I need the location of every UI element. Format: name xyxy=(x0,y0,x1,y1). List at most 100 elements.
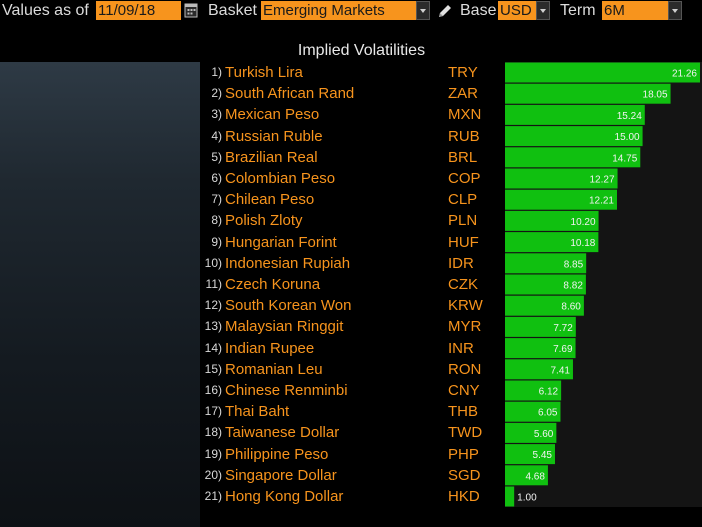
bar[interactable] xyxy=(505,147,641,168)
currency-code: HUF xyxy=(448,233,479,251)
table-row[interactable]: 18) Taiwanese Dollar TWD xyxy=(200,422,702,443)
bar[interactable] xyxy=(505,62,700,83)
currency-code: IDR xyxy=(448,254,474,272)
bar-value-label: 15.24 xyxy=(617,111,642,122)
table-row[interactable]: 20) Singapore Dollar SGD xyxy=(200,465,702,486)
currency-name: Hungarian Forint xyxy=(225,233,337,251)
table-row[interactable]: 7) Chilean Peso CLP xyxy=(200,189,702,210)
bar[interactable] xyxy=(505,401,561,422)
rank-label: 13) xyxy=(204,319,222,334)
table-row[interactable]: 13) Malaysian Ringgit MYR xyxy=(200,316,702,337)
bar[interactable] xyxy=(505,253,587,274)
table-row[interactable]: 6) Colombian Peso COP xyxy=(200,168,702,189)
table-row[interactable]: 1) Turkish Lira TRY xyxy=(200,62,702,83)
table-row[interactable]: 5) Brazilian Real BRL xyxy=(200,147,702,168)
table-row[interactable]: 11) Czech Koruna CZK xyxy=(200,274,702,295)
rank-label: 10) xyxy=(204,255,222,270)
base-select[interactable]: USD xyxy=(498,1,536,20)
currency-name: Turkish Lira xyxy=(225,64,303,81)
rank-label: 9) xyxy=(211,234,222,249)
bar[interactable] xyxy=(505,359,573,380)
currency-code: CNY xyxy=(448,382,480,399)
currency-code: TRY xyxy=(448,64,478,81)
bar[interactable] xyxy=(505,316,576,337)
bar[interactable] xyxy=(505,232,599,253)
currency-name: Chinese Renminbi xyxy=(225,382,348,399)
bar[interactable] xyxy=(505,422,557,443)
rank-label: 15) xyxy=(204,361,222,376)
chart-title: Implied Volatilities xyxy=(297,42,426,59)
currency-code: BRL xyxy=(448,148,478,166)
currency-code: TWD xyxy=(448,424,483,442)
table-row[interactable]: 10) Indonesian Rupiah IDR xyxy=(200,253,702,274)
bar-value-label: 5.45 xyxy=(533,450,553,461)
currency-name: Singapore Dollar xyxy=(225,466,337,484)
currency-code: ZAR xyxy=(448,85,478,103)
basket-select[interactable]: Emerging Markets xyxy=(261,1,416,20)
rank-label: 19) xyxy=(204,446,222,461)
bar[interactable] xyxy=(505,486,515,507)
rank-label: 17) xyxy=(204,404,222,419)
base-chevron-down-icon[interactable] xyxy=(536,1,550,20)
table-row[interactable]: 8) Polish Zloty PLN xyxy=(200,210,702,231)
bar[interactable] xyxy=(505,126,643,147)
currency-name: South Korean Won xyxy=(225,297,352,315)
currency-name: Malaysian Ringgit xyxy=(225,318,344,336)
table-row[interactable]: 21) Hong Kong Dollar HKD xyxy=(200,486,702,507)
currency-code: PHP xyxy=(448,445,479,463)
rank-label: 14) xyxy=(204,340,222,355)
rank-label: 4) xyxy=(211,128,222,143)
currency-name: South African Rand xyxy=(225,85,355,103)
currency-name: Polish Zloty xyxy=(225,212,303,230)
bar[interactable] xyxy=(505,83,671,104)
currency-name: Philippine Peso xyxy=(225,445,329,463)
currency-code: MYR xyxy=(448,318,482,336)
bar[interactable] xyxy=(505,444,555,465)
table-row[interactable]: 2) South African Rand ZAR xyxy=(200,83,702,104)
currency-code: MXN xyxy=(448,106,482,124)
bar[interactable] xyxy=(505,168,618,189)
bar-value-label: 7.72 xyxy=(553,323,573,334)
bar-value-label: 18.05 xyxy=(643,90,668,101)
date-field[interactable]: 11/09/18 xyxy=(96,1,181,20)
term-chevron-down-icon[interactable] xyxy=(668,1,682,20)
table-row[interactable]: 9) Hungarian Forint HUF xyxy=(200,232,702,253)
bar-value-label: 14.75 xyxy=(612,153,637,164)
term-select[interactable]: 6M xyxy=(602,1,668,20)
currency-code: COP xyxy=(448,170,481,187)
calendar-icon[interactable] xyxy=(184,2,198,18)
table-row[interactable]: 17) Thai Baht THB xyxy=(200,401,702,422)
basket-chevron-down-icon[interactable] xyxy=(416,1,430,20)
table-row[interactable]: 15) Romanian Leu RON xyxy=(200,359,702,380)
bar[interactable] xyxy=(505,210,599,231)
term-label: Term xyxy=(560,2,596,19)
bar[interactable] xyxy=(505,465,548,486)
table-row[interactable]: 3) Mexican Peso MXN xyxy=(200,104,702,125)
bar-value-label: 4.68 xyxy=(525,471,545,482)
currency-name: Romanian Leu xyxy=(225,360,323,378)
bar-value-label: 12.27 xyxy=(590,175,615,186)
table-row[interactable]: 19) Philippine Peso PHP xyxy=(200,444,702,465)
bar[interactable] xyxy=(505,104,645,125)
table-row[interactable]: 14) Indian Rupee INR xyxy=(200,338,702,359)
bar[interactable] xyxy=(505,380,562,401)
toolbar: Values as of 11/09/18 Basket Emerging Ma… xyxy=(0,0,702,22)
rank-label: 1) xyxy=(211,65,222,79)
pencil-icon[interactable] xyxy=(436,2,452,20)
rank-label: 2) xyxy=(211,86,222,101)
bar[interactable] xyxy=(505,338,576,359)
bar-value-label: 21.26 xyxy=(672,69,697,80)
table-row[interactable]: 4) Russian Ruble RUB xyxy=(200,126,702,147)
bar[interactable] xyxy=(505,274,586,295)
table-row[interactable]: 12) South Korean Won KRW xyxy=(200,295,702,316)
table-row[interactable]: 16) Chinese Renminbi CNY xyxy=(200,380,702,401)
bar[interactable] xyxy=(505,295,584,316)
bar-value-label: 8.82 xyxy=(563,281,583,292)
currency-code: CLP xyxy=(448,191,478,209)
bar[interactable] xyxy=(505,189,617,210)
bar-value-label: 15.00 xyxy=(615,132,640,143)
currency-name: Taiwanese Dollar xyxy=(225,424,340,442)
rank-label: 7) xyxy=(211,192,222,207)
currency-name: Chilean Peso xyxy=(225,191,315,209)
values-as-of-label: Values as of xyxy=(2,2,89,19)
